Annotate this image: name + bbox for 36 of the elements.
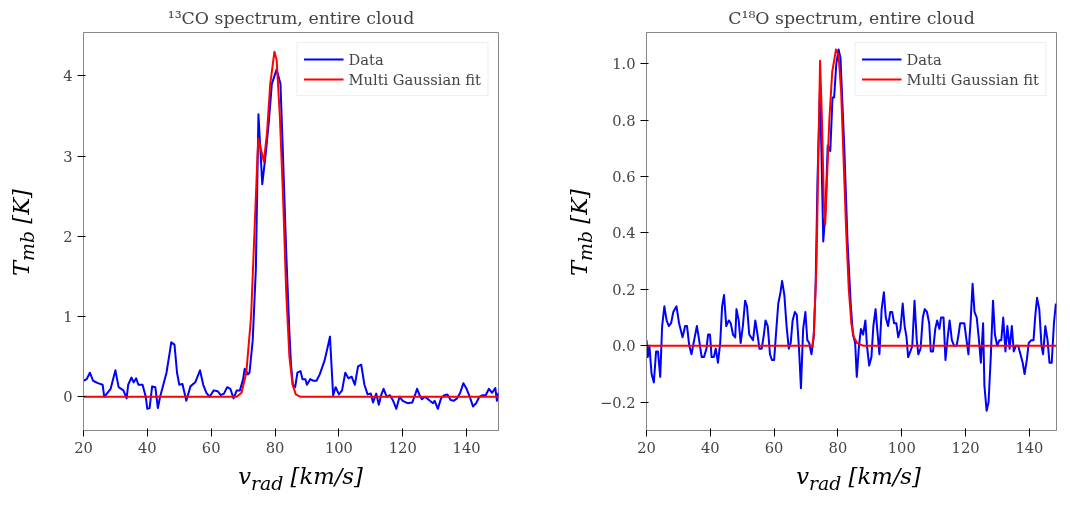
line-series <box>646 48 1057 412</box>
x-axis-title: v$_{rad}$ [km/s] <box>796 462 921 496</box>
y-tick-label: −0.2 <box>599 393 636 411</box>
legend-label: Data <box>906 50 942 68</box>
line-series <box>646 48 1057 347</box>
x-tick-label: 140 <box>452 438 481 456</box>
x-tick-label: 100 <box>887 438 916 456</box>
y-tick-label: 0.2 <box>612 280 636 298</box>
legend-label: Data <box>348 50 384 68</box>
chart-title: C¹⁸O spectrum, entire cloud <box>728 7 975 28</box>
x-tick-label: 120 <box>951 438 980 456</box>
x-tick-label: 120 <box>388 438 417 456</box>
x-tick-label: 100 <box>324 438 353 456</box>
y-tick-label: 0.8 <box>612 111 636 129</box>
y-tick-label: 1.0 <box>612 55 636 73</box>
y-tick-label: 4 <box>63 67 73 85</box>
x-tick-label: 40 <box>700 438 720 456</box>
x-tick-label: 140 <box>1015 438 1044 456</box>
x-tick-label: 20 <box>74 438 93 456</box>
y-tick-label: 0.6 <box>612 167 636 185</box>
y-tick-label: 0 <box>63 388 73 406</box>
y-tick-label: 0.0 <box>612 337 636 355</box>
x-tick-label: 60 <box>764 438 784 456</box>
x-tick-label: 40 <box>138 438 157 456</box>
x-tick-label: 80 <box>265 438 285 456</box>
y-tick-label: 0.4 <box>612 224 636 242</box>
legend-label: Multi Gaussian fit <box>906 70 1039 88</box>
x-tick-label: 80 <box>828 438 848 456</box>
legend-label: Multi Gaussian fit <box>348 70 481 88</box>
x-axis-title: v$_{rad}$ [km/s] <box>238 462 363 496</box>
x-tick-label: 60 <box>201 438 221 456</box>
y-tick-label: 2 <box>63 227 73 245</box>
chart-title: ¹³CO spectrum, entire cloud <box>167 7 415 28</box>
x-tick-label: 20 <box>637 438 656 456</box>
y-tick-label: 3 <box>63 147 73 165</box>
y-tick-label: 1 <box>63 308 73 326</box>
